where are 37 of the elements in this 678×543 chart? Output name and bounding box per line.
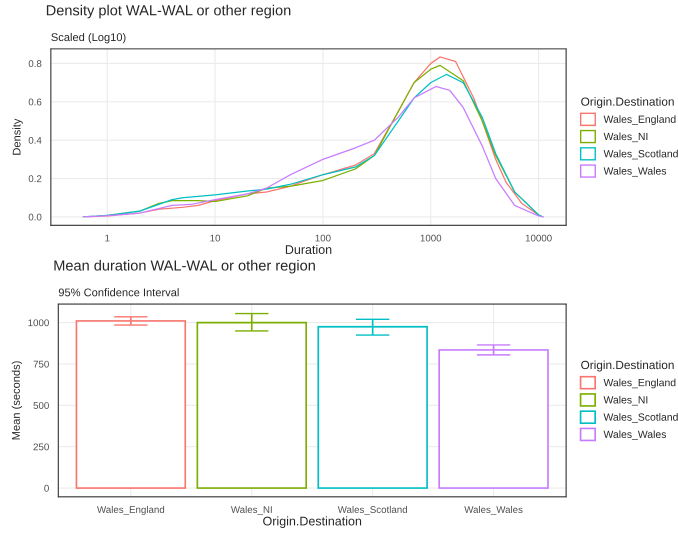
legend-title: Origin.Destination (581, 97, 674, 108)
y-tick-label: 0.2 (28, 175, 42, 182)
y-tick-label: 1000 (28, 319, 49, 326)
legend-label: Wales_NI (604, 396, 648, 406)
x-tick-label: 1000 (420, 234, 442, 242)
y-axis-title: Density (12, 118, 23, 155)
x-axis-title: Duration (286, 244, 332, 254)
chart-title: Density plot WAL-WAL or other region (46, 4, 290, 18)
x-axis-title: Origin.Destination (263, 516, 362, 528)
x-tick-label: 1 (105, 234, 110, 242)
legend-title: Origin.Destination (581, 360, 674, 372)
chart-subtitle: Scaled (Log10) (51, 32, 126, 44)
y-tick-label: 0.6 (28, 98, 42, 106)
y-tick-label: 0.8 (28, 60, 42, 68)
y-tick-label: 0.4 (28, 136, 42, 144)
x-tick-label: Wales_NI (230, 506, 272, 515)
y-tick-label: 0.0 (28, 214, 42, 221)
legend-label: Wales_Wales (604, 430, 666, 440)
y-axis-title: Mean (seconds) (12, 361, 22, 440)
legend-label: Wales_England (604, 115, 676, 125)
x-tick-label: 100 (316, 234, 331, 242)
x-tick-label: 10 (210, 234, 220, 242)
y-tick-label: 250 (34, 443, 49, 450)
chart-title: Mean duration WAL-WAL or other region (54, 260, 315, 274)
x-tick-label: 10000 (526, 234, 552, 242)
legend-label: Wales_Scotland (604, 413, 678, 423)
y-tick-label: 500 (33, 402, 49, 409)
legend-label: Wales_Wales (604, 166, 666, 177)
x-tick-label: Wales_England (97, 506, 164, 515)
legend-label: Wales_Scotland (604, 150, 678, 160)
legend-label: Wales_England (604, 378, 676, 388)
y-tick-label: 0 (44, 484, 49, 492)
x-tick-label: Wales_Scotland (338, 506, 407, 515)
x-tick-label: Wales_Wales (464, 506, 523, 515)
y-tick-label: 750 (34, 360, 49, 368)
chart-subtitle: 95% Confidence Interval (58, 288, 179, 296)
legend-label: Wales_NI (604, 132, 648, 142)
